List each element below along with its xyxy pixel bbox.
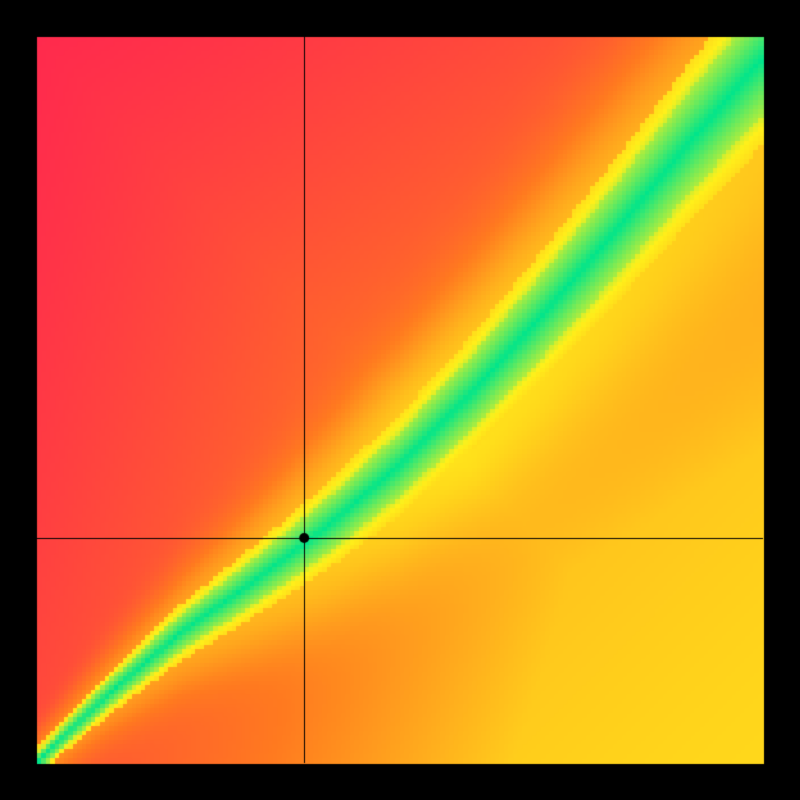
chart-container: TheBottleneck.com xyxy=(0,0,800,800)
bottleneck-heatmap xyxy=(0,0,800,800)
